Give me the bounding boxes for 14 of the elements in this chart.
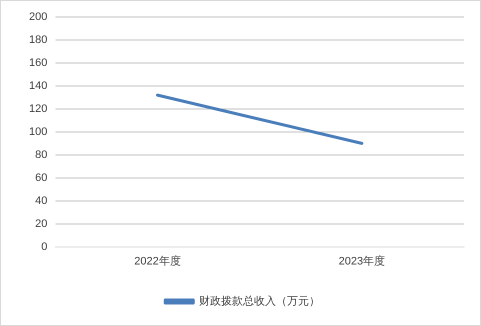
y-tick-label: 0: [41, 240, 48, 253]
y-tick-label: 200: [28, 11, 48, 24]
y-tick-label: 40: [35, 194, 48, 207]
y-tick-label: 100: [28, 126, 48, 138]
y-tick-label: 20: [35, 218, 48, 230]
y-tick-label: 80: [35, 148, 48, 161]
legend-label: 财政拨款总收入（万元）: [198, 294, 320, 308]
x-tick-label: 2022年度: [134, 254, 181, 268]
y-tick-label: 160: [28, 56, 48, 69]
y-tick-label: 60: [35, 172, 48, 184]
y-tick-label: 180: [28, 34, 48, 46]
y-tick-label: 120: [28, 102, 48, 115]
x-tick-label: 2023年度: [338, 254, 386, 268]
y-tick-label: 140: [28, 80, 48, 92]
